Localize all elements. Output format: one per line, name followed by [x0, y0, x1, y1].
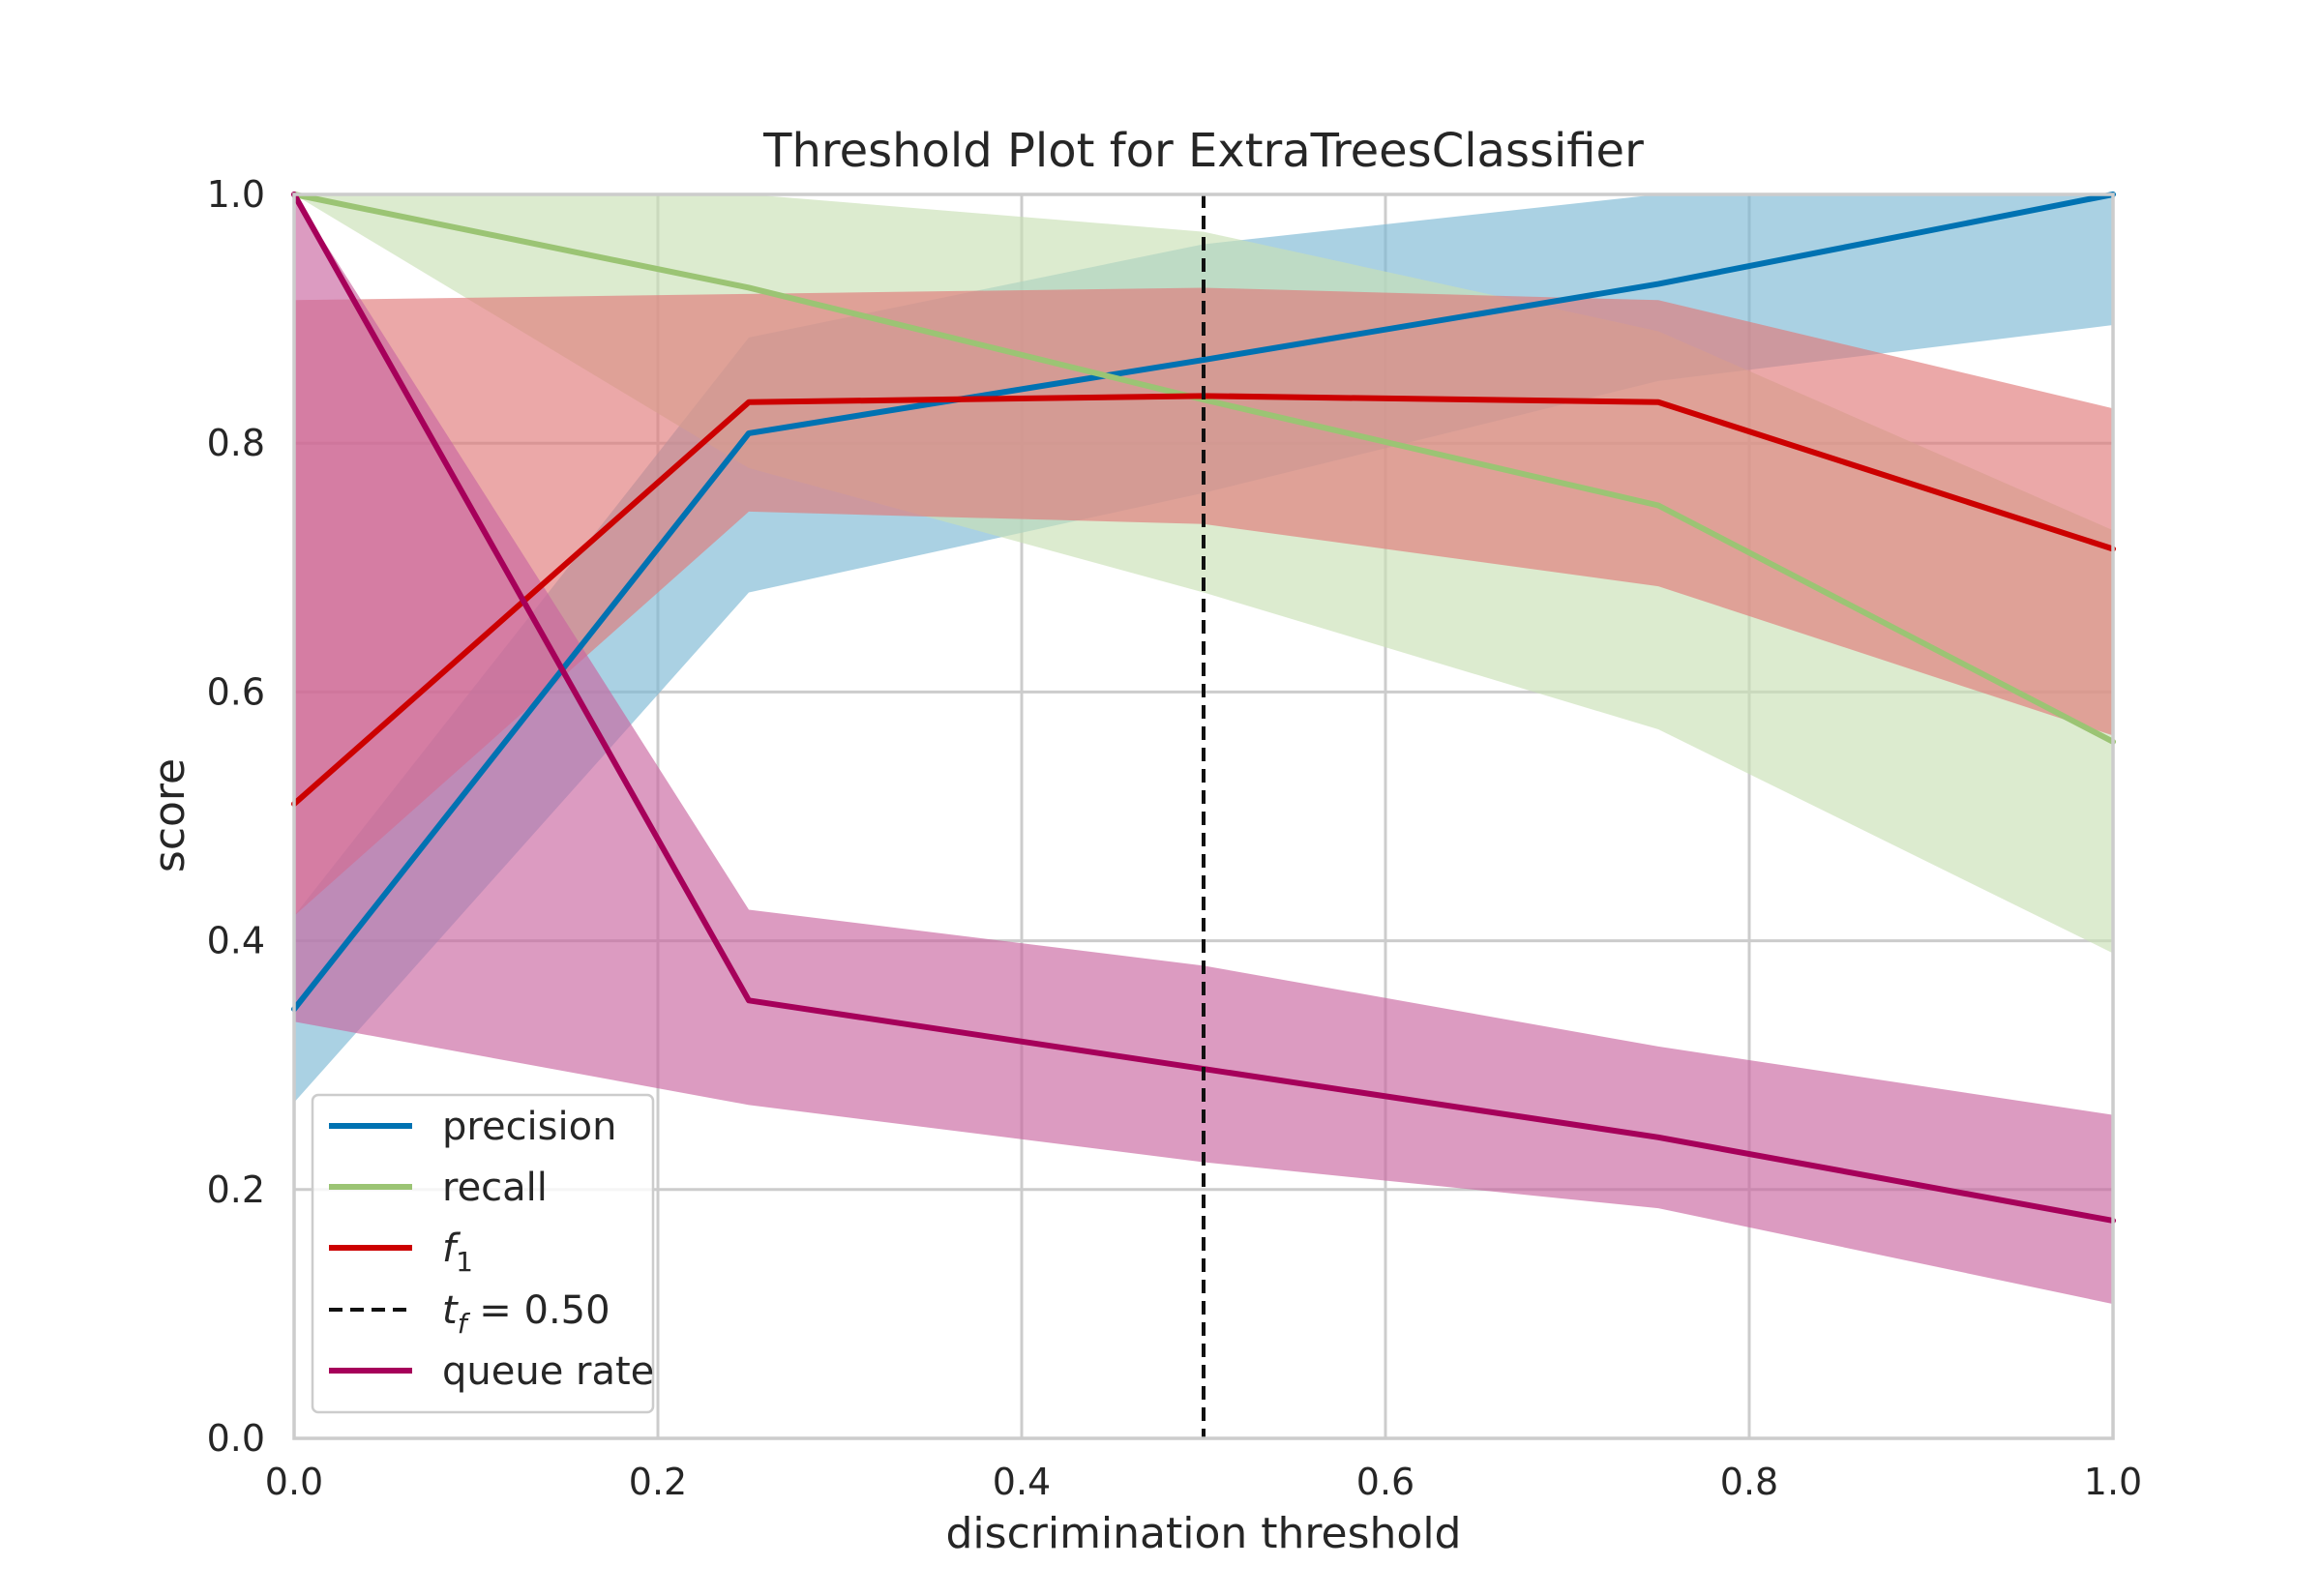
y-tick-label: 0.0	[207, 1417, 265, 1460]
x-axis-label: discrimination threshold	[945, 1509, 1461, 1558]
y-tick-label: 0.2	[207, 1168, 265, 1211]
y-tick-label: 0.8	[207, 422, 265, 464]
x-tick-label: 0.0	[265, 1461, 323, 1503]
legend-threshold-label: tf = 0.50	[442, 1288, 610, 1340]
x-tick-label: 1.0	[2084, 1461, 2142, 1503]
legend-threshold-value: = 0.50	[467, 1288, 610, 1333]
tick-labels: 0.0 0.2 0.4 0.6 0.8 1.0 0.0 0.2 0.4 0.6 0.8 1.0	[207, 173, 2143, 1503]
y-tick-label: 0.4	[207, 920, 265, 962]
y-axis-label: score	[145, 758, 194, 872]
legend-f1-subscript: 1	[456, 1246, 473, 1278]
legend-box	[311, 1093, 655, 1414]
legend: precision recall f1 tf = 0.50 queue rate	[311, 1093, 655, 1414]
series-lines	[291, 192, 2116, 1438]
precision-line	[291, 192, 2116, 1013]
legend-precision-label: precision	[442, 1105, 616, 1149]
plot-frame	[292, 192, 2115, 1440]
x-tick-label: 0.4	[993, 1461, 1051, 1503]
legend-recall-label: recall	[442, 1166, 548, 1210]
f-band	[294, 287, 2113, 916]
y-tick-label: 0.6	[207, 670, 265, 713]
legend-threshold-main: t	[442, 1288, 459, 1333]
y-tick-label: 1.0	[207, 173, 265, 216]
confidence-bands	[294, 194, 2113, 1305]
legend-queue-rate-label: queue rate	[442, 1349, 654, 1394]
chart-title: Threshold Plot for ExtraTreesClassifier	[762, 124, 1644, 178]
x-tick-label: 0.2	[629, 1461, 687, 1503]
queue-rate-band	[294, 194, 2113, 1305]
x-tick-label: 0.6	[1356, 1461, 1414, 1503]
recall-line	[291, 192, 2116, 745]
x-tick-label: 0.8	[1720, 1461, 1778, 1503]
